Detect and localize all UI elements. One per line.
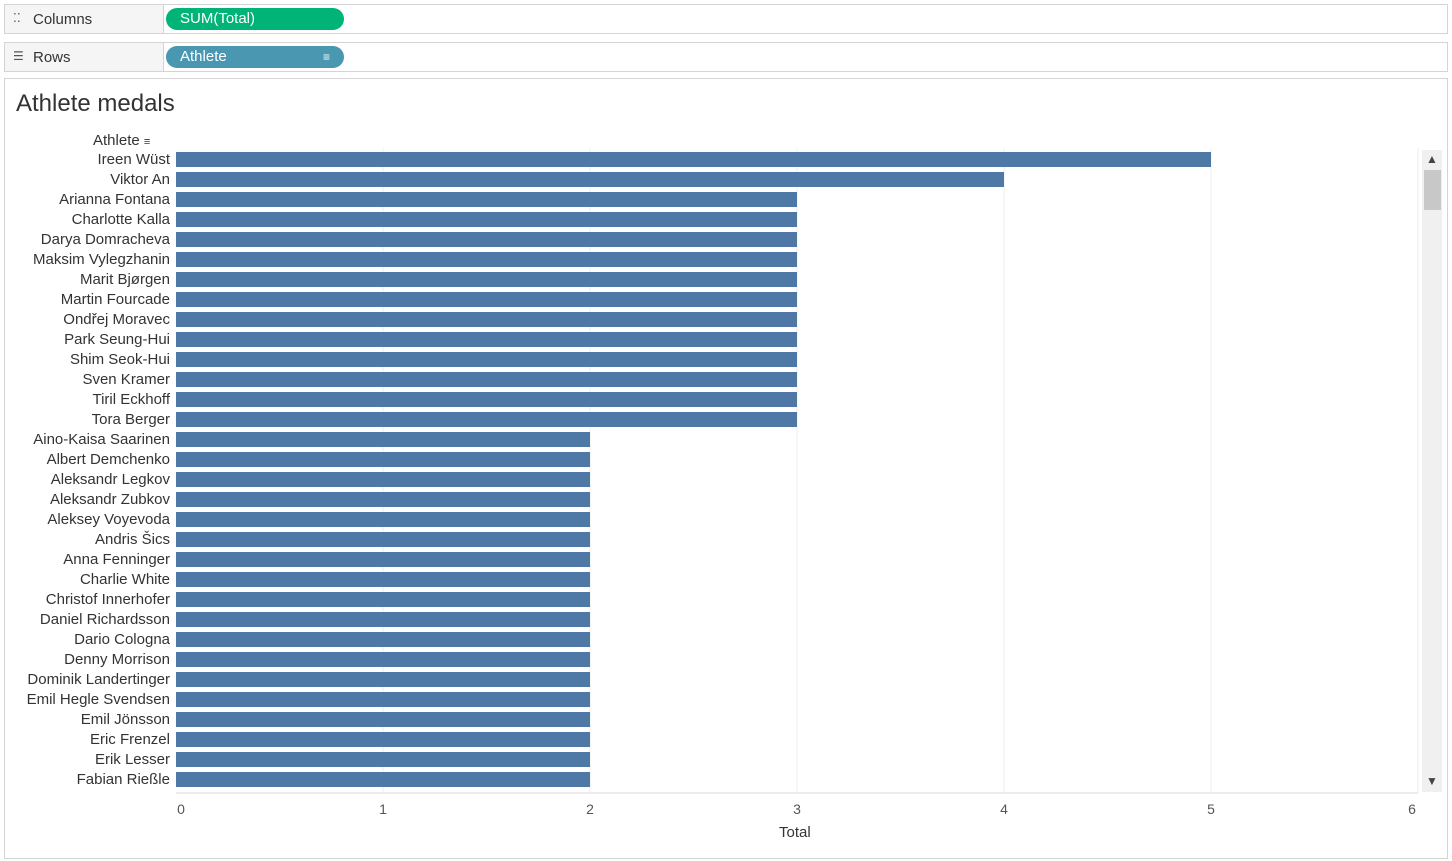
category-label: Tora Berger xyxy=(92,411,170,428)
worksheet-panel xyxy=(4,78,1448,859)
columns-shelf-drop-area[interactable]: SUM(Total) xyxy=(164,5,1447,33)
columns-icon: ⁚⁚ xyxy=(13,11,21,25)
category-label: Denny Morrison xyxy=(64,651,170,668)
bar[interactable] xyxy=(176,552,590,567)
category-label: Andris Šics xyxy=(95,531,170,548)
category-label: Shim Seok-Hui xyxy=(70,351,170,368)
category-label: Charlotte Kalla xyxy=(72,211,171,228)
category-label: Park Seung-Hui xyxy=(64,331,170,348)
columns-shelf[interactable]: ⁚⁚ Columns SUM(Total) xyxy=(4,4,1448,34)
bar[interactable] xyxy=(176,592,590,607)
category-label: Aleksandr Legkov xyxy=(51,471,171,488)
bar[interactable] xyxy=(176,192,797,207)
category-label: Darya Domracheva xyxy=(41,231,171,248)
rows-shelf-label: ☰ Rows xyxy=(5,43,164,71)
bar[interactable] xyxy=(176,352,797,367)
athlete-row-header-label: Athlete xyxy=(93,132,140,149)
category-label: Dominik Landertinger xyxy=(27,671,170,688)
columns-label: Columns xyxy=(33,11,93,28)
athlete-pill[interactable]: Athlete ≡ xyxy=(166,46,344,68)
category-label: Dario Cologna xyxy=(74,631,171,648)
sort-icon[interactable]: ≡ xyxy=(143,136,151,148)
bar[interactable] xyxy=(176,252,797,267)
category-label: Erik Lesser xyxy=(95,751,170,768)
columns-shelf-label: ⁚⁚ Columns xyxy=(5,5,164,33)
bar[interactable] xyxy=(176,392,797,407)
athlete-row-header[interactable]: Athlete ≡ xyxy=(93,132,150,149)
category-label: Arianna Fontana xyxy=(59,191,171,208)
category-label: Emil Jönsson xyxy=(81,711,170,728)
bar[interactable] xyxy=(176,772,590,787)
bar[interactable] xyxy=(176,492,590,507)
bar[interactable] xyxy=(176,572,590,587)
category-label: Anna Fenninger xyxy=(63,551,170,568)
scroll-down-icon[interactable]: ▼ xyxy=(1426,774,1438,788)
bar[interactable] xyxy=(176,232,797,247)
category-label: Emil Hegle Svendsen xyxy=(27,691,170,708)
category-label: Sven Kramer xyxy=(82,371,170,388)
sort-descending-icon[interactable]: ≡ xyxy=(322,50,330,64)
category-label: Christof Innerhofer xyxy=(46,591,170,608)
bar[interactable] xyxy=(176,412,797,427)
rows-shelf-drop-area[interactable]: Athlete ≡ xyxy=(164,43,1447,71)
bar[interactable] xyxy=(176,212,797,227)
category-label: Albert Demchenko xyxy=(47,451,170,468)
bar[interactable] xyxy=(176,512,590,527)
category-label: Viktor An xyxy=(110,171,170,188)
category-label: Ondřej Moravec xyxy=(63,311,170,328)
category-label: Martin Fourcade xyxy=(61,291,170,308)
bar[interactable] xyxy=(176,712,590,727)
rows-icon: ☰ xyxy=(13,49,24,63)
category-label: Aleksey Voyevoda xyxy=(47,511,170,528)
category-label: Charlie White xyxy=(80,571,170,588)
x-tick-label: 4 xyxy=(1000,801,1008,817)
bar[interactable] xyxy=(176,372,797,387)
category-label: Daniel Richardsson xyxy=(40,611,170,628)
bar[interactable] xyxy=(176,432,590,447)
bar[interactable] xyxy=(176,452,590,467)
rows-label: Rows xyxy=(33,49,71,66)
bar[interactable] xyxy=(176,332,797,347)
x-tick-label: 0 xyxy=(177,801,185,817)
bar[interactable] xyxy=(176,612,590,627)
category-label: Maksim Vylegzhanin xyxy=(33,251,170,268)
sum-total-pill[interactable]: SUM(Total) xyxy=(166,8,344,30)
bar[interactable] xyxy=(176,292,797,307)
bar[interactable] xyxy=(176,532,590,547)
bar[interactable] xyxy=(176,652,590,667)
scroll-up-icon[interactable]: ▲ xyxy=(1426,152,1438,166)
bar[interactable] xyxy=(176,272,797,287)
rows-shelf[interactable]: ☰ Rows Athlete ≡ xyxy=(4,42,1448,72)
athlete-pill-label: Athlete xyxy=(180,48,227,65)
scroll-thumb[interactable] xyxy=(1424,170,1441,210)
bar[interactable] xyxy=(176,732,590,747)
chart-title: Athlete medals xyxy=(16,90,175,117)
category-label: Aleksandr Zubkov xyxy=(50,491,171,508)
category-label: Tiril Eckhoff xyxy=(92,391,170,408)
x-tick-label: 6 xyxy=(1408,801,1416,817)
bar[interactable] xyxy=(176,692,590,707)
category-label: Eric Frenzel xyxy=(90,731,170,748)
bar[interactable] xyxy=(176,752,590,767)
category-label: Marit Bjørgen xyxy=(80,271,170,288)
x-axis-title: Total xyxy=(779,824,811,841)
x-tick-label: 5 xyxy=(1207,801,1215,817)
bar[interactable] xyxy=(176,472,590,487)
bar[interactable] xyxy=(176,312,797,327)
sum-total-pill-label: SUM(Total) xyxy=(180,10,256,27)
bar[interactable] xyxy=(176,672,590,687)
bar[interactable] xyxy=(176,172,1004,187)
bar[interactable] xyxy=(176,632,590,647)
category-label: Ireen Wüst xyxy=(97,151,170,168)
bar[interactable] xyxy=(176,152,1211,167)
category-label: Aino-Kaisa Saarinen xyxy=(33,431,170,448)
vertical-scrollbar[interactable] xyxy=(1422,150,1442,792)
x-tick-label: 1 xyxy=(379,801,387,817)
category-label: Fabian Rießle xyxy=(77,771,170,788)
x-tick-label: 2 xyxy=(586,801,594,817)
x-tick-label: 3 xyxy=(793,801,801,817)
